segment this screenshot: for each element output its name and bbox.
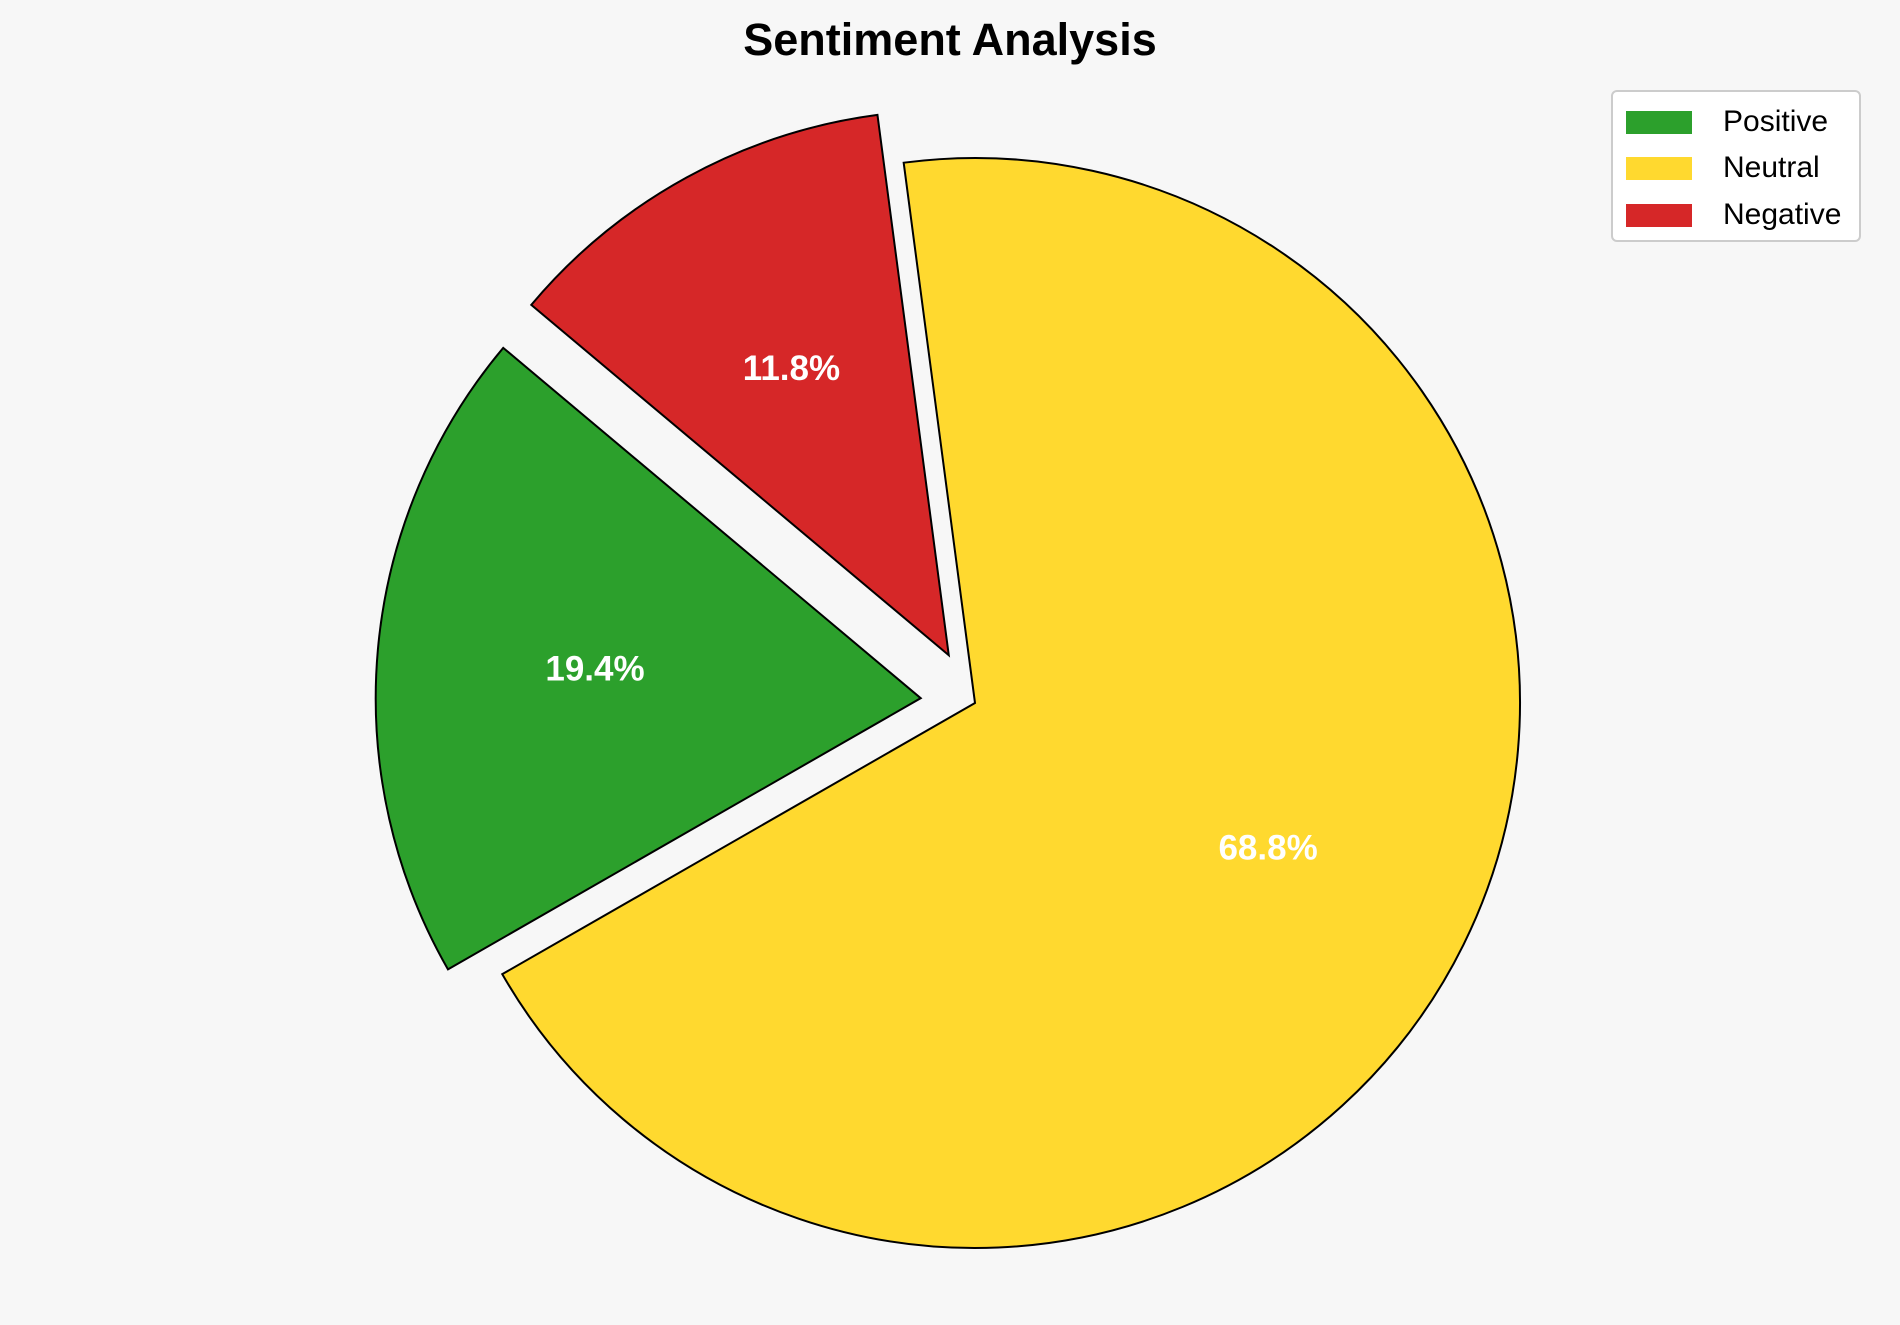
pie-slice-positive (374, 346, 923, 971)
legend-label-positive: Positive (1723, 105, 1829, 138)
legend-swatch-negative (1626, 203, 1692, 227)
pie-slice-negative (529, 113, 951, 658)
legend-label-neutral: Neutral (1723, 151, 1820, 184)
pie-label-neutral: 68.8% (1218, 828, 1317, 867)
legend-swatch-neutral (1626, 156, 1692, 180)
chart-title: Sentiment Analysis (743, 14, 1157, 65)
legend-item-positive: Positive (1626, 102, 1828, 142)
legend-item-negative: Negative (1626, 195, 1841, 235)
legend-label-negative: Negative (1723, 198, 1842, 231)
pie-label-positive: 19.4% (545, 650, 644, 689)
legend-item-neutral: Neutral (1626, 148, 1820, 188)
pie-label-negative: 11.8% (743, 349, 840, 388)
legend: Positive Neutral Negative (1611, 90, 1861, 242)
pie-slice-neutral (500, 157, 1521, 1249)
legend-swatch-positive (1626, 110, 1692, 134)
